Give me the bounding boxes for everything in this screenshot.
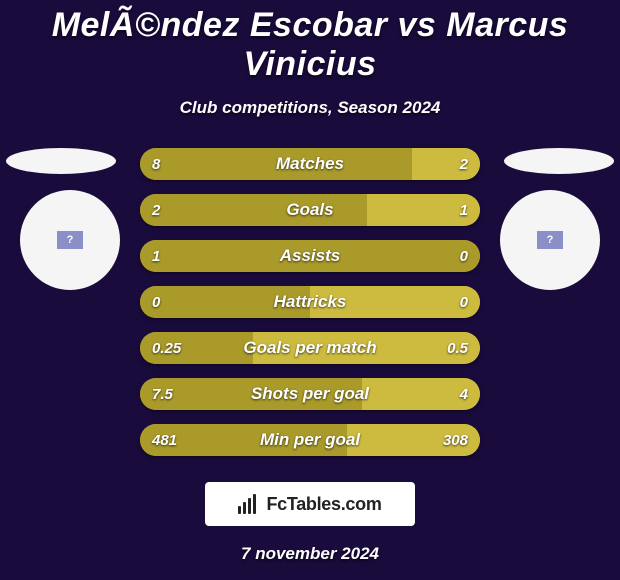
club-badge-right [500,190,600,290]
flag-left-ellipse [6,148,116,174]
comparison-layout: 82Matches 21Goals 10Assists 00Hattricks 0.25… [0,148,620,456]
stat-bars: 82Matches 21Goals 10Assists 00Hattricks 0.25… [140,148,480,456]
placeholder-icon [57,231,83,249]
page-subtitle: Club competitions, Season 2024 [0,98,620,118]
bar-right-fill [310,286,480,318]
bar-right-fill [347,424,480,456]
stat-row: 00Hattricks [140,286,480,318]
stat-row: 0.250.5Goals per match [140,332,480,364]
bar-left-fill [140,286,310,318]
page-title: MelÃ©ndez Escobar vs Marcus Vinicius [0,0,620,84]
stat-row: 481308Min per goal [140,424,480,456]
bar-right-fill [367,194,480,226]
bar-right-fill [253,332,480,364]
brand-text: FcTables.com [266,494,381,515]
flag-right-ellipse [504,148,614,174]
bar-right-fill [362,378,480,410]
bar-right-fill [412,148,480,180]
placeholder-icon [537,231,563,249]
stat-row: 10Assists [140,240,480,272]
bar-left-fill [140,194,367,226]
bar-left-fill [140,332,253,364]
club-badge-left [20,190,120,290]
bar-left-fill [140,424,347,456]
page-date: 7 november 2024 [0,544,620,564]
brand-bars-icon [238,494,260,514]
stat-row: 82Matches [140,148,480,180]
stat-row: 7.54Shots per goal [140,378,480,410]
bar-left-fill [140,378,362,410]
bar-left-fill [140,148,412,180]
stat-row: 21Goals [140,194,480,226]
brand-badge: FcTables.com [205,482,415,526]
bar-left-fill [140,240,480,272]
